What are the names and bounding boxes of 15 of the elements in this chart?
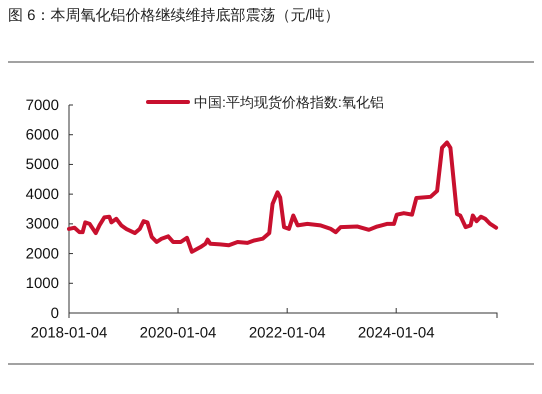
- y-tick-label: 7000: [26, 96, 59, 114]
- y-tick-label: 3000: [26, 216, 59, 233]
- line-series: [67, 140, 498, 254]
- y-tick-label: 4000: [26, 186, 59, 203]
- y-tick-label: 2000: [26, 245, 59, 262]
- chart-title: 图 6：本周氧化铝价格继续维持底部震荡（元/吨）: [8, 7, 340, 24]
- x-tick-label: 2018-01-04: [30, 324, 108, 342]
- x-tick-label: 2022-01-04: [248, 324, 326, 342]
- y-tick-label: 0: [50, 304, 59, 322]
- x-tick-label: 2024-01-04: [358, 324, 435, 342]
- y-tick-label: 1000: [26, 275, 59, 292]
- legend-label: 中国:平均现货价格指数:氧化铝: [194, 94, 384, 110]
- y-tick-label: 6000: [26, 126, 59, 144]
- y-tick-label: 5000: [26, 156, 59, 174]
- x-tick-label: 2020-01-04: [140, 324, 216, 342]
